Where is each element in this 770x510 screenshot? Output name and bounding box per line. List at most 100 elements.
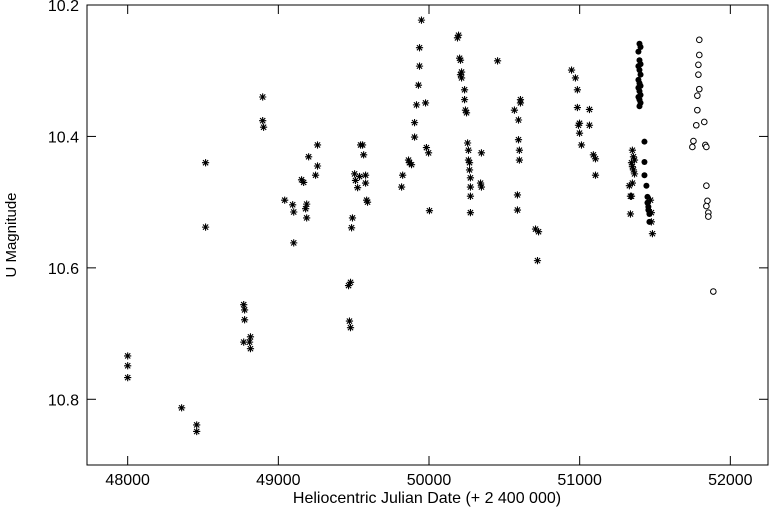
asterisk-point xyxy=(414,81,423,89)
asterisk-point xyxy=(302,205,310,213)
asterisk-point xyxy=(417,16,426,24)
asterisk-point xyxy=(646,196,655,204)
asterisk-point xyxy=(456,56,465,64)
asterisk-point xyxy=(407,161,416,169)
asterisk-point xyxy=(574,121,583,129)
asterisk-point xyxy=(412,101,421,109)
asterisk-point xyxy=(573,86,582,94)
asterisk-point xyxy=(259,123,268,131)
asterisk-point xyxy=(240,301,248,309)
asterisk-point xyxy=(311,171,320,179)
asterisk-point xyxy=(259,117,267,125)
asterisk-point xyxy=(627,192,636,200)
asterisk-point xyxy=(466,209,475,217)
asterisk-point xyxy=(410,133,419,141)
open-point xyxy=(690,137,697,145)
asterisk-point xyxy=(410,119,419,127)
asterisk-point xyxy=(289,201,297,209)
asterisk-point xyxy=(575,119,584,127)
asterisk-point xyxy=(477,183,486,191)
asterisk-point xyxy=(585,105,594,114)
asterisk-point xyxy=(513,206,522,214)
asterisk-point xyxy=(460,96,469,104)
asterisk-point xyxy=(513,191,522,199)
asterisk-point xyxy=(281,196,289,204)
asterisk-point xyxy=(630,156,639,164)
asterisk-point xyxy=(201,159,210,167)
asterisk-point xyxy=(425,207,434,215)
open-point xyxy=(703,202,710,210)
open-point xyxy=(704,197,711,205)
asterisk-point xyxy=(193,427,201,436)
y-tick-label: 10.8 xyxy=(48,392,79,409)
asterisk-point xyxy=(567,66,576,74)
asterisk-point xyxy=(347,224,356,232)
asterisk-point xyxy=(533,257,542,265)
filled-point xyxy=(636,67,643,74)
asterisk-point xyxy=(454,31,463,39)
asterisk-point xyxy=(476,179,485,187)
open-point xyxy=(703,182,710,190)
y-tick-label: 10.6 xyxy=(48,261,79,278)
asterisk-point xyxy=(361,171,370,179)
open-point xyxy=(710,288,717,295)
asterisk-point xyxy=(457,68,466,76)
asterisk-point xyxy=(124,352,132,360)
asterisk-point xyxy=(290,208,298,216)
y-axis-title: U Magnitude xyxy=(3,192,20,277)
asterisk-point xyxy=(515,156,524,164)
asterisk-point xyxy=(514,116,523,124)
filled-point xyxy=(644,193,651,200)
open-point xyxy=(700,118,708,126)
asterisk-point xyxy=(460,86,469,94)
filled-point xyxy=(637,44,644,51)
open-point xyxy=(689,143,696,151)
asterisk-point xyxy=(240,316,249,324)
asterisk-point xyxy=(313,141,322,149)
plot-frame xyxy=(86,4,769,466)
asterisk-point xyxy=(345,317,354,325)
asterisk-point xyxy=(648,230,657,238)
asterisk-point xyxy=(300,178,308,187)
asterisk-point xyxy=(193,421,201,429)
x-tick-label: 49000 xyxy=(256,472,301,489)
asterisk-point xyxy=(397,183,406,191)
open-point xyxy=(695,51,703,59)
asterisk-point xyxy=(571,74,580,82)
x-tick-label: 52000 xyxy=(708,472,753,489)
asterisk-point xyxy=(178,404,186,412)
filled-point xyxy=(646,218,653,225)
asterisk-point xyxy=(464,156,473,164)
asterisk-point xyxy=(627,159,636,167)
asterisk-point xyxy=(626,210,635,218)
asterisk-point xyxy=(240,338,248,346)
asterisk-point xyxy=(531,225,540,233)
asterisk-point xyxy=(399,171,407,179)
asterisk-point xyxy=(358,141,367,149)
open-point xyxy=(705,213,712,220)
asterisk-point xyxy=(589,151,597,159)
asterisk-point xyxy=(455,54,464,62)
asterisk-point xyxy=(422,144,431,152)
asterisk-point xyxy=(351,176,360,185)
asterisk-point xyxy=(421,99,430,107)
asterisk-point xyxy=(465,166,474,174)
asterisk-point xyxy=(124,374,132,382)
asterisk-point xyxy=(629,166,638,174)
asterisk-point xyxy=(630,170,639,178)
asterisk-point xyxy=(303,214,311,222)
asterisk-point xyxy=(424,149,433,157)
open-point xyxy=(703,143,710,151)
filled-point xyxy=(637,71,644,78)
asterisk-point xyxy=(290,239,298,247)
asterisk-point xyxy=(465,159,474,167)
asterisk-point xyxy=(246,333,255,341)
asterisk-point xyxy=(464,146,473,154)
filled-point xyxy=(641,172,648,179)
y-tick-label: 10.2 xyxy=(48,0,79,15)
asterisk-point xyxy=(348,214,357,222)
asterisk-point xyxy=(404,156,413,164)
filled-point xyxy=(641,138,648,145)
asterisk-point xyxy=(591,171,600,179)
